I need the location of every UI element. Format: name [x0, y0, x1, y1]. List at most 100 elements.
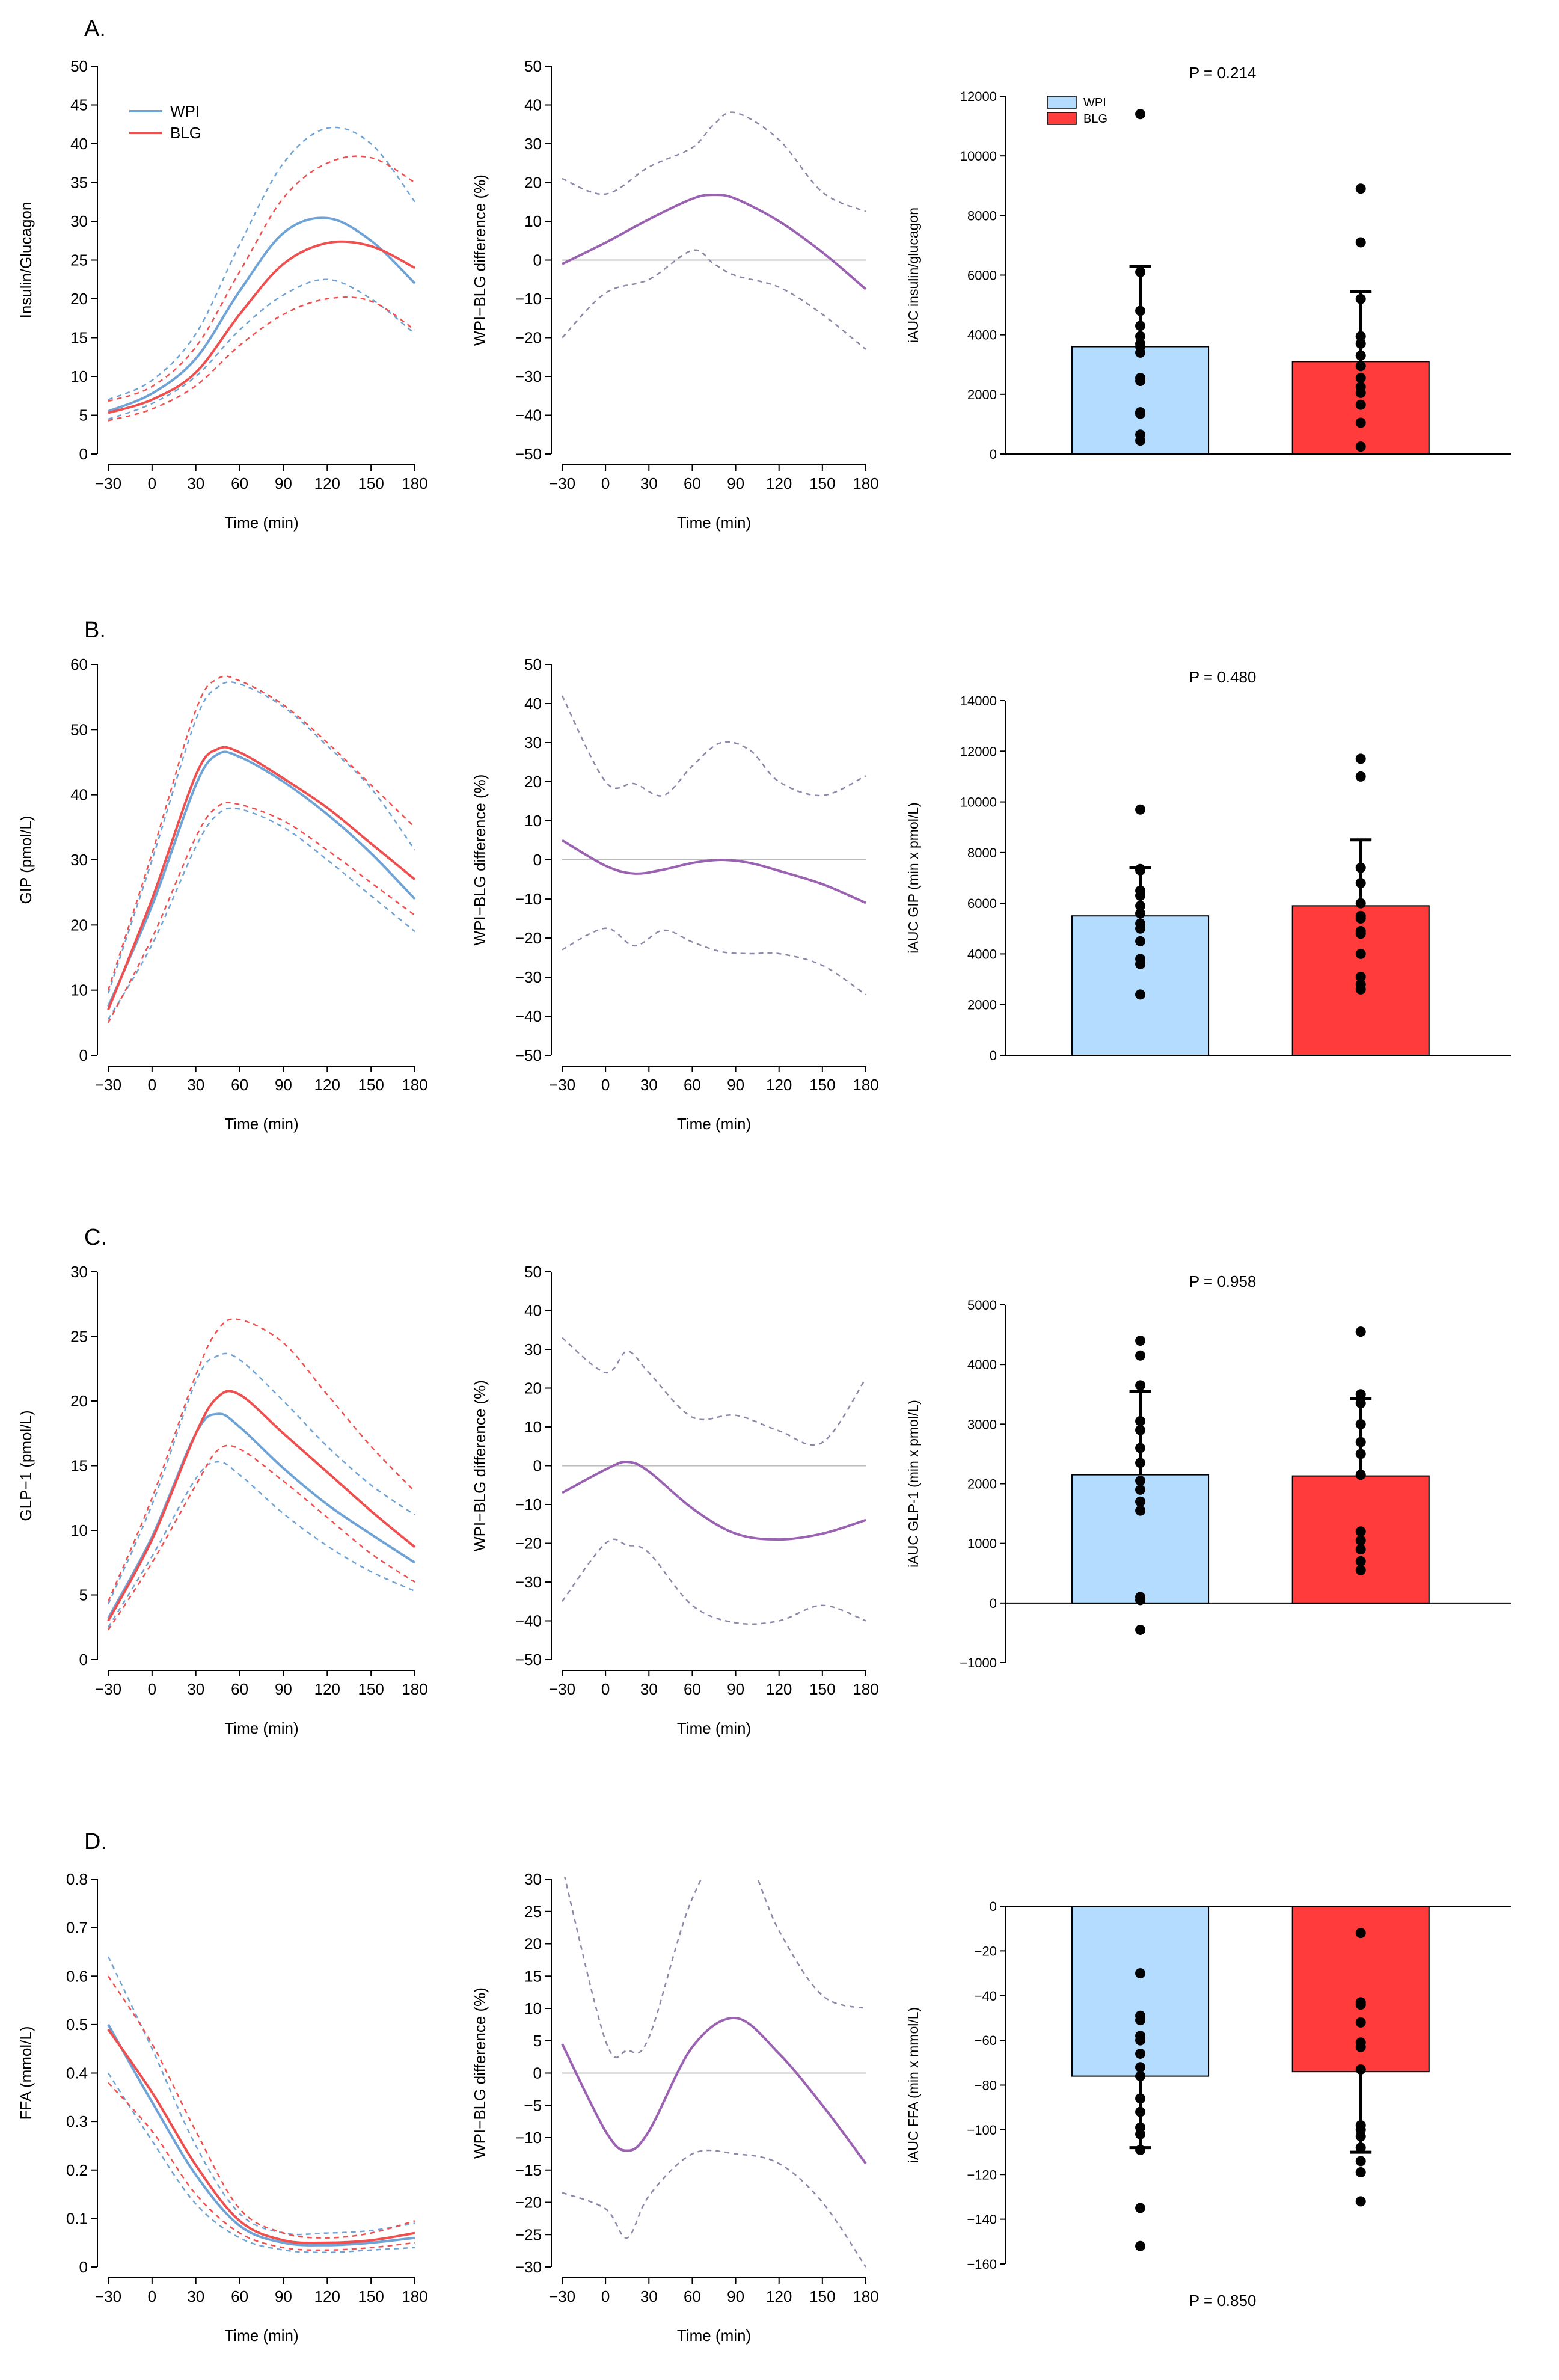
y-tick-label: −20 — [515, 329, 542, 347]
wpi-bar — [1071, 1906, 1210, 2077]
y-tick-label: 20 — [70, 1392, 88, 1410]
wpi-data-point — [1135, 1484, 1146, 1495]
y-tick-label: 0.3 — [66, 2112, 88, 2130]
series-group — [561, 1877, 867, 2268]
x-tick-label: 90 — [275, 2287, 292, 2305]
x-tick-label: 150 — [358, 1076, 384, 1094]
blg-data-point — [1355, 2064, 1366, 2075]
blg-data-point — [1355, 373, 1366, 384]
blg-data-point — [1355, 183, 1366, 194]
x-tick-label: 180 — [853, 1680, 878, 1698]
y-tick-label: −140 — [967, 2212, 997, 2227]
wpi-data-point — [1135, 1624, 1146, 1635]
blg-upper-series-line — [108, 155, 415, 402]
blg-data-point — [1355, 350, 1366, 361]
blg-series-line — [107, 2028, 415, 2245]
x-tick-label: 180 — [402, 2287, 427, 2305]
y-tick-label: 4000 — [967, 1357, 997, 1372]
wpi-data-point — [1135, 2035, 1146, 2046]
y-tick-label: 50 — [524, 57, 542, 75]
blg-data-point — [1355, 1999, 1366, 2010]
upper-series-line — [561, 695, 866, 797]
x-tick-label: 0 — [601, 1680, 610, 1698]
y-tick-label: −20 — [515, 929, 542, 947]
wpi-data-point — [1135, 2015, 1146, 2026]
y-tick-label: 20 — [524, 1379, 542, 1397]
y-tick-label: 25 — [70, 1328, 88, 1346]
y-tick-label: 6000 — [967, 268, 997, 283]
x-tick-label: 30 — [640, 2287, 658, 2305]
y-tick-label: 40 — [524, 96, 542, 114]
wpi-data-point — [1135, 2048, 1146, 2059]
blg-lower-series-line — [107, 1444, 415, 1631]
blg-series-line — [108, 240, 415, 414]
wpi-data-point — [1135, 331, 1146, 342]
y-axis-label: iAUC GLP-1 (min x pmol/L) — [905, 1400, 921, 1568]
y-tick-label: 30 — [524, 135, 542, 153]
blg-data-point — [1355, 862, 1366, 873]
x-tick-label: −30 — [549, 1076, 575, 1094]
y-tick-label: 0 — [533, 251, 542, 269]
y-tick-label: 10 — [524, 212, 542, 230]
x-tick-label: 150 — [358, 2287, 384, 2305]
y-tick-label: −15 — [515, 2161, 542, 2179]
x-tick-label: 0 — [148, 2287, 156, 2305]
y-axis-label: GLP−1 (pmol/L) — [17, 1410, 35, 1521]
wpi-upper-series-line — [107, 1352, 415, 1605]
y-tick-label: −40 — [515, 406, 542, 425]
y-tick-label: 0 — [990, 1048, 997, 1063]
wpi-data-point — [1135, 109, 1146, 120]
blg-data-point — [1355, 1326, 1366, 1337]
blg-series-line — [107, 746, 416, 1010]
wpi-upper-series-line — [108, 126, 416, 400]
x-tick-label: 60 — [684, 1680, 701, 1698]
x-tick-label: 150 — [809, 1076, 835, 1094]
y-tick-label: 20 — [70, 916, 88, 934]
y-tick-label: 8000 — [967, 208, 997, 223]
x-tick-label: 120 — [766, 474, 792, 492]
y-axis-label: iAUC GIP (min x pmol/L) — [905, 802, 921, 953]
x-axis-label: Time (min) — [224, 1719, 298, 1737]
y-tick-label: 8000 — [967, 845, 997, 860]
x-tick-label: 30 — [187, 2287, 204, 2305]
y-tick-label: 2000 — [967, 998, 997, 1013]
x-tick-label: 150 — [809, 1680, 835, 1698]
panel-label-a: A. — [84, 16, 106, 41]
wpi-data-point — [1135, 408, 1146, 419]
x-tick-label: 0 — [148, 1680, 156, 1698]
y-tick-label: −5 — [524, 2096, 542, 2114]
y-tick-label: 10000 — [960, 795, 997, 810]
x-tick-label: 30 — [640, 474, 658, 492]
difference-series-line — [561, 2017, 867, 2165]
y-axis-label: iAUC FFA (min x mmol/L) — [905, 2007, 921, 2163]
x-tick-label: 90 — [275, 474, 292, 492]
difference-series-line — [561, 839, 866, 904]
x-tick-label: 120 — [766, 1680, 792, 1698]
wpi-data-point — [1135, 2071, 1146, 2082]
y-tick-label: −80 — [975, 2078, 997, 2093]
x-tick-label: 60 — [231, 474, 248, 492]
wpi-data-point — [1135, 267, 1146, 278]
upper-series-line — [563, 1877, 866, 2058]
y-tick-label: 10 — [524, 1999, 542, 2017]
wpi-lower-series-line — [107, 2072, 415, 2254]
blg-data-point — [1355, 399, 1366, 410]
wpi-data-point — [1135, 347, 1146, 358]
blg-data-point — [1355, 1389, 1366, 1400]
wpi-data-point — [1135, 1496, 1146, 1507]
wpi-data-point — [1135, 2203, 1146, 2213]
wpi-data-point — [1135, 1458, 1146, 1468]
wpi-data-point — [1135, 1336, 1146, 1346]
wpi-data-point — [1135, 1415, 1146, 1426]
y-tick-label: 30 — [524, 1340, 542, 1358]
x-tick-label: 30 — [640, 1680, 658, 1698]
y-tick-label: 0 — [79, 445, 88, 463]
wpi-data-point — [1135, 936, 1146, 946]
insulin-glucagon-iauc-chart: 0 2000 4000 6000 8000 10000 12000 iAUC insulin/… — [905, 64, 1511, 462]
blg-data-point — [1355, 237, 1366, 248]
y-tick-label: 50 — [524, 655, 542, 673]
ffa-curves-chart: 0 0.1 0.2 0.3 0.4 0.5 0.6 0.7 0.8 −30 0 30 60 90 120 15… — [17, 1870, 428, 2345]
wpi-data-point — [1135, 989, 1146, 1000]
y-tick-label: −60 — [975, 2033, 997, 2048]
